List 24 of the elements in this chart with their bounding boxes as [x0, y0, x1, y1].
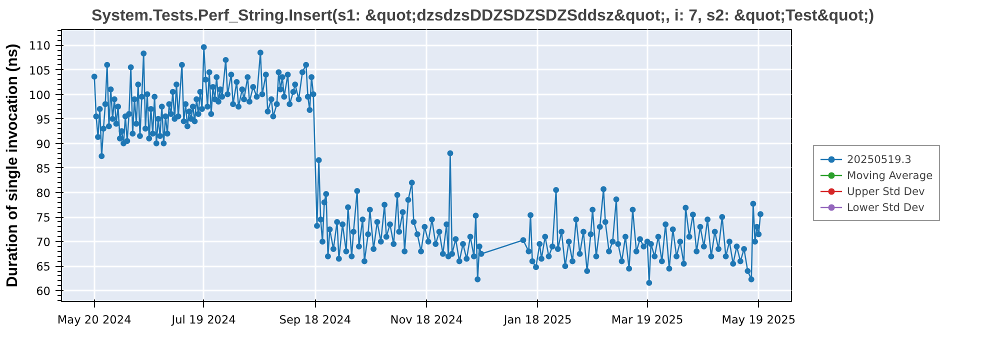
y-tick-label: 65	[36, 260, 51, 274]
legend-label: Lower Std Dev	[847, 200, 924, 214]
y-tick-label: 95	[36, 112, 51, 126]
y-tick-label: 75	[36, 210, 51, 225]
y-tick-label: 110	[28, 38, 51, 53]
y-tick-label: 85	[36, 161, 51, 176]
x-tick-label: Sep 18 2024	[279, 312, 352, 326]
chart-title: System.Tests.Perf_String.Insert(s1: &quot;dzsdzsDDZSDZSDZSddsz&quot;, i: 7, s2: &quot;Test&quot;)	[92, 8, 874, 24]
x-tick-label: May 19 2025	[722, 312, 796, 326]
y-axis-title: Duration of single invocation (ns)	[4, 44, 21, 288]
legend-label: 20250519.3	[847, 152, 912, 166]
legend-label: Moving Average	[847, 168, 933, 182]
x-tick-label: May 20 2024	[57, 312, 132, 326]
x-tick-label: Mar 19 2025	[611, 312, 684, 326]
x-tick-label: Nov 18 2024	[390, 312, 463, 326]
x-tick-label: Jan 18 2025	[502, 312, 572, 326]
x-tick-label: Jul 19 2024	[170, 312, 236, 326]
y-tick-label: 100	[28, 88, 51, 102]
y-tick-label: 60	[36, 284, 51, 298]
y-tick-label: 70	[36, 235, 51, 250]
legend-label: Upper Std Dev	[847, 184, 925, 198]
y-tick-label: 90	[36, 136, 51, 151]
y-tick-label: 80	[36, 186, 51, 200]
y-tick-label: 105	[28, 63, 51, 78]
